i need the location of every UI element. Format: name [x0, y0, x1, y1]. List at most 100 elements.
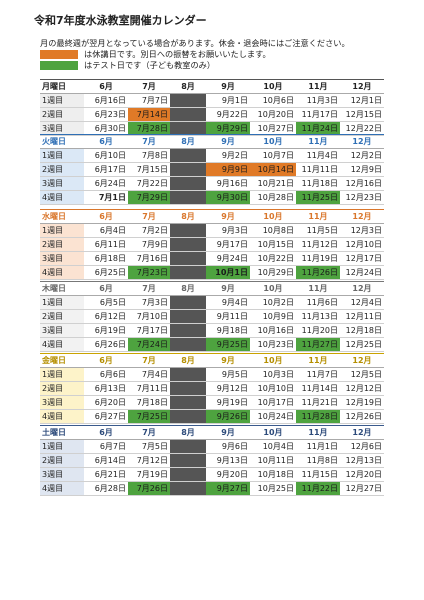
date-cell: 11月15日 — [296, 467, 340, 482]
date-cell: 9月22日 — [206, 107, 250, 122]
legend-holiday-text: は休講日です。別日への振替をお願いいたします。 — [84, 49, 271, 59]
closed-cell — [170, 251, 206, 266]
table-row: 3週目 6月24日 7月22日 9月16日 10月21日 11月18日 12月16日 — [40, 176, 384, 191]
closed-cell — [170, 93, 206, 108]
table-row: 4週目 6月27日 7月25日 9月26日 10月24日 11月28日 12月26日 — [40, 409, 384, 424]
closed-cell — [170, 223, 206, 238]
date-cell: 9月25日 — [206, 337, 250, 352]
date-cell: 12月18日 — [340, 323, 384, 338]
date-cell: 10月10日 — [250, 381, 296, 396]
date-cell: 11月5日 — [296, 223, 340, 238]
table-row: 1週目 6月6日 7月4日 9月5日 10月3日 11月7日 12月5日 — [40, 367, 384, 382]
closed-cell — [170, 107, 206, 122]
closed-cell — [170, 295, 206, 310]
date-cell: 7月2日 — [128, 223, 170, 238]
schedule-table: 木曜日 6月 7月 8月 9月 10月 11月 12月 1週目 6月5日 7月3日 9月4日 10月2日… — [40, 281, 384, 352]
month-header: 6月 — [84, 79, 128, 94]
legend-test-text: はテスト日です（子ども教室のみ） — [84, 60, 216, 70]
week-label: 1週目 — [40, 295, 84, 310]
closed-cell — [170, 453, 206, 468]
date-cell: 11月8日 — [296, 453, 340, 468]
month-header: 9月 — [206, 134, 250, 149]
month-header: 8月 — [170, 281, 206, 296]
date-cell: 12月12日 — [340, 381, 384, 396]
month-header: 8月 — [170, 425, 206, 440]
note-last-week: 月の最終週が翌月となっている場合があります。休会・退会時にはご注意ください。 — [40, 38, 350, 48]
date-cell: 11月7日 — [296, 367, 340, 382]
section-2: 水曜日 6月 7月 8月 9月 10月 11月 12月 1週目 6月4日 7月2日 9月3日 10月8日… — [40, 209, 384, 280]
schedule-table: 金曜日 6月 7月 8月 9月 10月 11月 12月 1週目 6月6日 7月4日 9月5日 10月3日… — [40, 353, 384, 424]
date-cell: 6月4日 — [84, 223, 128, 238]
date-cell: 10月2日 — [250, 295, 296, 310]
date-cell: 9月30日 — [206, 190, 250, 205]
week-label: 2週目 — [40, 453, 84, 468]
test-swatch — [40, 61, 78, 70]
date-cell: 7月15日 — [128, 162, 170, 177]
week-label: 2週目 — [40, 381, 84, 396]
date-cell: 9月16日 — [206, 176, 250, 191]
date-cell: 12月6日 — [340, 439, 384, 454]
date-cell: 6月24日 — [84, 176, 128, 191]
closed-cell — [170, 381, 206, 396]
table-row: 1週目 6月5日 7月3日 9月4日 10月2日 11月6日 12月4日 — [40, 295, 384, 310]
week-label: 2週目 — [40, 309, 84, 324]
date-cell: 6月20日 — [84, 395, 128, 410]
date-cell: 10月21日 — [250, 176, 296, 191]
date-cell: 11月28日 — [296, 409, 340, 424]
date-cell: 6月12日 — [84, 309, 128, 324]
table-row: 3週目 6月19日 7月17日 9月18日 10月16日 11月20日 12月18日 — [40, 323, 384, 338]
date-cell: 12月11日 — [340, 309, 384, 324]
month-header: 7月 — [128, 425, 170, 440]
date-cell: 7月9日 — [128, 237, 170, 252]
legend-holiday: は休講日です。別日への振替をお願いいたします。 — [40, 49, 350, 60]
date-cell: 12月24日 — [340, 265, 384, 280]
date-cell: 7月26日 — [128, 481, 170, 496]
week-label: 1週目 — [40, 367, 84, 382]
date-cell: 9月24日 — [206, 251, 250, 266]
closed-cell — [170, 190, 206, 205]
month-header: 6月 — [84, 281, 128, 296]
day-label: 月曜日 — [40, 79, 84, 94]
week-label: 4週目 — [40, 409, 84, 424]
date-cell: 7月1日 — [84, 190, 128, 205]
holiday-swatch — [40, 50, 78, 59]
month-header: 10月 — [250, 134, 296, 149]
date-cell: 10月6日 — [250, 93, 296, 108]
date-cell: 10月29日 — [250, 265, 296, 280]
week-label: 4週目 — [40, 190, 84, 205]
header-row: 月曜日 6月 7月 8月 9月 10月 11月 12月 — [40, 79, 384, 94]
month-header: 8月 — [170, 353, 206, 368]
table-row: 2週目 6月11日 7月9日 9月17日 10月15日 11月12日 12月10日 — [40, 237, 384, 252]
schedule-table: 水曜日 6月 7月 8月 9月 10月 11月 12月 1週目 6月4日 7月2日 9月3日 10月8日… — [40, 209, 384, 280]
table-row: 1週目 6月7日 7月5日 9月6日 10月4日 11月1日 12月6日 — [40, 439, 384, 454]
week-label: 1週目 — [40, 148, 84, 163]
header-row: 金曜日 6月 7月 8月 9月 10月 11月 12月 — [40, 353, 384, 368]
closed-cell — [170, 395, 206, 410]
date-cell: 12月26日 — [340, 409, 384, 424]
schedule-table: 土曜日 6月 7月 8月 9月 10月 11月 12月 1週目 6月7日 7月5日 9月6日 10月4日… — [40, 425, 384, 496]
month-header: 10月 — [250, 79, 296, 94]
date-cell: 10月8日 — [250, 223, 296, 238]
date-cell: 12月16日 — [340, 176, 384, 191]
date-cell: 12月17日 — [340, 251, 384, 266]
date-cell: 12月27日 — [340, 481, 384, 496]
month-header: 10月 — [250, 281, 296, 296]
date-cell: 7月16日 — [128, 251, 170, 266]
closed-cell — [170, 323, 206, 338]
date-cell: 12月25日 — [340, 337, 384, 352]
closed-cell — [170, 121, 206, 136]
date-cell: 10月25日 — [250, 481, 296, 496]
month-header: 11月 — [296, 209, 340, 224]
date-cell: 7月18日 — [128, 395, 170, 410]
closed-cell — [170, 337, 206, 352]
date-cell: 7月12日 — [128, 453, 170, 468]
date-cell: 10月15日 — [250, 237, 296, 252]
date-cell: 11月18日 — [296, 176, 340, 191]
date-cell: 6月6日 — [84, 367, 128, 382]
date-cell: 10月7日 — [250, 148, 296, 163]
date-cell: 7月4日 — [128, 367, 170, 382]
date-cell: 9月6日 — [206, 439, 250, 454]
table-row: 3週目 6月20日 7月18日 9月19日 10月17日 11月21日 12月19日 — [40, 395, 384, 410]
date-cell: 9月1日 — [206, 93, 250, 108]
week-label: 4週目 — [40, 265, 84, 280]
